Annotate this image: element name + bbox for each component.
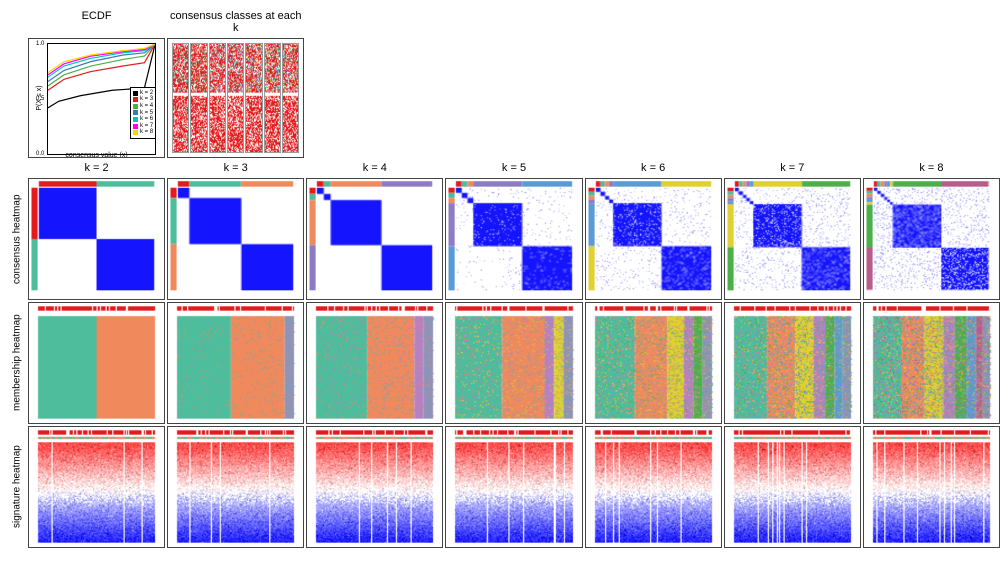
consensus-heatmap-k8 [863, 178, 1000, 300]
consensus-heatmap-k5 [445, 178, 582, 300]
membership-heatmap-k8 [863, 302, 1000, 424]
consensus-heatmap-k4 [306, 178, 443, 300]
membership-heatmap-k7 [724, 302, 861, 424]
col-title-k6: k = 6 [585, 160, 722, 176]
figure-grid: ECDF consensus classes at each k P(X ≤ x… [8, 8, 1000, 548]
signature-heatmap-k6 [585, 426, 722, 548]
row-label-signature: signature heatmap [8, 426, 26, 548]
col-title-k2: k = 2 [28, 160, 165, 176]
consensus-heatmap-k7 [724, 178, 861, 300]
col-title-k4: k = 4 [306, 160, 443, 176]
consensus-heatmap-k2 [28, 178, 165, 300]
col-title-k7: k = 7 [724, 160, 861, 176]
signature-heatmap-k8 [863, 426, 1000, 548]
ecdf-panel: P(X ≤ x) 0.00.20.40.60.81.00.00.51.0 con… [28, 38, 165, 158]
row-label-consensus: consensus heatmap [8, 178, 26, 300]
ecdf-legend: k = 2k = 3k = 4k = 5k = 6k = 7k = 8 [130, 87, 156, 139]
signature-heatmap-k3 [167, 426, 304, 548]
membership-heatmap-k6 [585, 302, 722, 424]
membership-heatmap-k5 [445, 302, 582, 424]
ecdf-title: ECDF [28, 8, 165, 36]
signature-heatmap-k4 [306, 426, 443, 548]
col-title-k5: k = 5 [445, 160, 582, 176]
consensus-heatmap-k3 [167, 178, 304, 300]
consensus-classes-panel [167, 38, 304, 158]
membership-heatmap-k4 [306, 302, 443, 424]
signature-heatmap-k5 [445, 426, 582, 548]
col-title-k3: k = 3 [167, 160, 304, 176]
row-label-membership: membership heatmap [8, 302, 26, 424]
signature-heatmap-k2 [28, 426, 165, 548]
ecdf-xlabel: consensus value (x) [65, 152, 127, 158]
membership-heatmap-k2 [28, 302, 165, 424]
cc-title: consensus classes at each k [167, 8, 304, 36]
col-title-k8: k = 8 [863, 160, 1000, 176]
membership-heatmap-k3 [167, 302, 304, 424]
signature-heatmap-k7 [724, 426, 861, 548]
consensus-heatmap-k6 [585, 178, 722, 300]
